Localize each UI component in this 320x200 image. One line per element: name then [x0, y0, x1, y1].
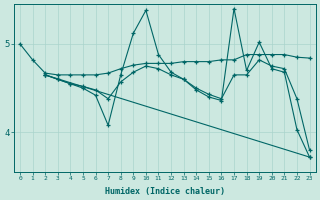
X-axis label: Humidex (Indice chaleur): Humidex (Indice chaleur) [105, 187, 225, 196]
